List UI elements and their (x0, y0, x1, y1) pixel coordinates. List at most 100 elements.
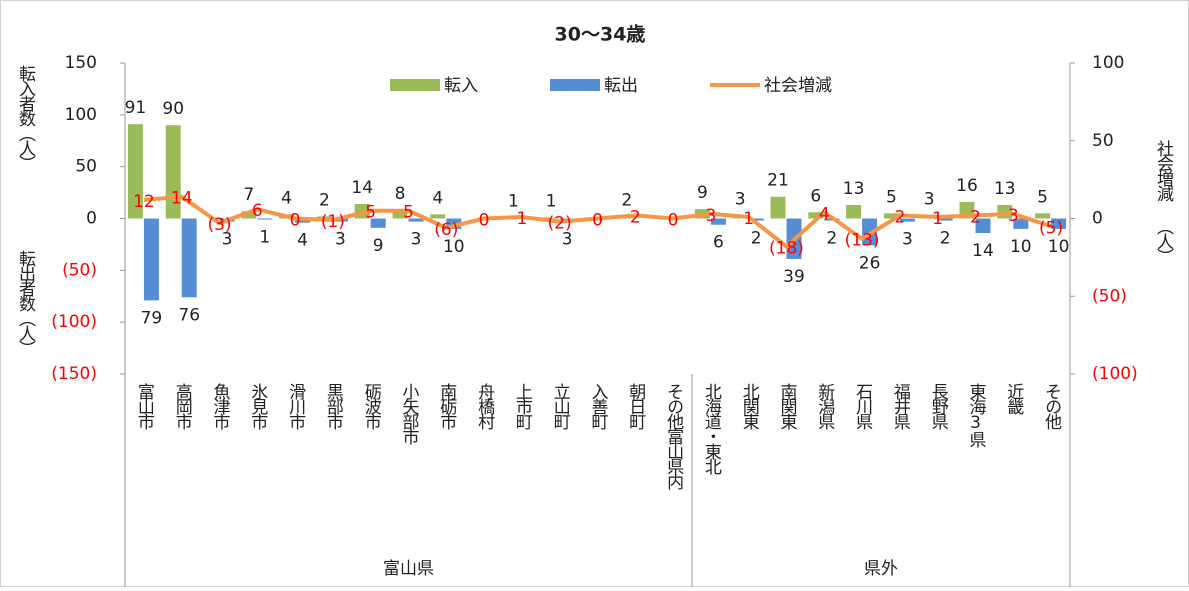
data-label: 10 (443, 237, 465, 257)
data-label: 2 (630, 207, 641, 227)
data-label: 3 (902, 230, 913, 250)
data-label: 2 (319, 190, 330, 210)
x-tick-label: 石川県 (852, 383, 873, 430)
bar (143, 218, 159, 301)
y2-tick-label: (100) (1092, 364, 1138, 384)
data-label: 8 (395, 184, 406, 204)
data-label: 4 (281, 188, 292, 208)
bar (543, 217, 559, 219)
legend-swatch (550, 79, 600, 91)
data-label: 5 (1037, 187, 1048, 207)
data-label: 5 (403, 203, 414, 223)
group-label: 県外 (864, 559, 898, 579)
data-label: 0 (592, 211, 603, 231)
data-label: 1 (516, 209, 527, 229)
data-label: 90 (162, 99, 184, 119)
x-tick-label: 新潟県 (814, 383, 835, 430)
bar (257, 218, 273, 220)
bar (1035, 213, 1051, 219)
x-tick-label: 北関東 (739, 383, 760, 430)
x-tick-label: その他 (1041, 383, 1062, 430)
data-label: 3 (562, 230, 573, 250)
y-tick-label: 0 (86, 209, 97, 229)
x-tick-label: 舟橋村 (474, 383, 495, 430)
bar (446, 218, 462, 229)
bar (316, 216, 332, 219)
x-tick-label: 小矢部市 (399, 383, 420, 445)
data-label: (1) (321, 212, 345, 232)
x-tick-label: 上市町 (512, 383, 533, 430)
x-tick-label: 高岡市 (172, 383, 193, 430)
legend-label: 社会増減 (764, 76, 832, 96)
data-label: 2 (970, 207, 981, 227)
bar (748, 218, 764, 221)
data-label: 0 (668, 211, 679, 231)
data-label: (18) (769, 238, 804, 258)
x-tick-label: 長野県 (928, 383, 949, 430)
bar (430, 214, 446, 219)
x-tick-label: 魚津市 (210, 383, 231, 430)
data-label: 1 (932, 209, 943, 229)
data-label: 12 (133, 192, 155, 212)
y-tick-label: (150) (51, 364, 97, 384)
x-tick-label: 近畿 (1003, 383, 1024, 415)
data-label: 39 (783, 267, 805, 287)
bar (710, 218, 726, 225)
data-label: 4 (297, 231, 308, 251)
data-label: 14 (351, 178, 373, 198)
data-label: 16 (956, 176, 978, 196)
bar (241, 211, 257, 219)
data-label: 2 (621, 190, 632, 210)
data-label: 14 (972, 241, 994, 261)
x-tick-label: 富山市 (134, 383, 155, 430)
y-tick-label: 150 (65, 53, 97, 73)
y-axis-label: 転出者数（人） (15, 250, 36, 355)
data-label: 9 (697, 183, 708, 203)
y2-tick-label: 100 (1092, 53, 1124, 73)
data-label: 1 (259, 228, 270, 248)
bar (1051, 218, 1067, 229)
data-label: 91 (125, 98, 147, 118)
data-label: 76 (178, 305, 200, 325)
bar (127, 124, 143, 219)
data-label: 0 (479, 211, 490, 231)
data-label: 4 (819, 204, 830, 224)
y-tick-label: 100 (65, 105, 97, 125)
data-label: 7 (243, 185, 254, 205)
data-label: 2 (894, 207, 905, 227)
y2-tick-label: 50 (1092, 131, 1114, 151)
x-tick-label: 北海道・東北 (701, 383, 722, 475)
y2-tick-label: (50) (1092, 286, 1127, 306)
bar (370, 218, 386, 228)
data-label: 3 (411, 230, 422, 250)
data-label: 26 (859, 253, 881, 273)
data-label: 5 (886, 187, 897, 207)
bar (181, 218, 197, 298)
data-label: 14 (171, 189, 193, 209)
x-tick-label: 砺波市 (361, 383, 382, 430)
data-label: 3 (705, 206, 716, 226)
y-tick-label: (100) (51, 312, 97, 332)
x-tick-label: 滑川市 (285, 383, 306, 430)
chart-title: 30～34歳 (555, 24, 646, 46)
x-tick-label: 入善町 (588, 383, 609, 430)
bar (1013, 218, 1029, 229)
y-tick-label: 50 (75, 157, 97, 177)
bar (899, 218, 915, 222)
data-label: 10 (1048, 237, 1070, 257)
data-label: 10 (1010, 237, 1032, 257)
bar (937, 218, 953, 221)
bar (770, 196, 786, 219)
data-label: 9 (373, 236, 384, 256)
x-tick-label: 黒部市 (323, 383, 344, 430)
data-label: 3 (1008, 206, 1019, 226)
data-label: 2 (751, 229, 762, 249)
data-label: 2 (940, 229, 951, 249)
data-label: (5) (1039, 218, 1063, 238)
y-tick-label: (50) (62, 260, 97, 280)
y-axis-label: 転入者数（人） (15, 65, 36, 170)
group-label: 富山県 (383, 559, 434, 579)
data-label: 0 (290, 211, 301, 231)
